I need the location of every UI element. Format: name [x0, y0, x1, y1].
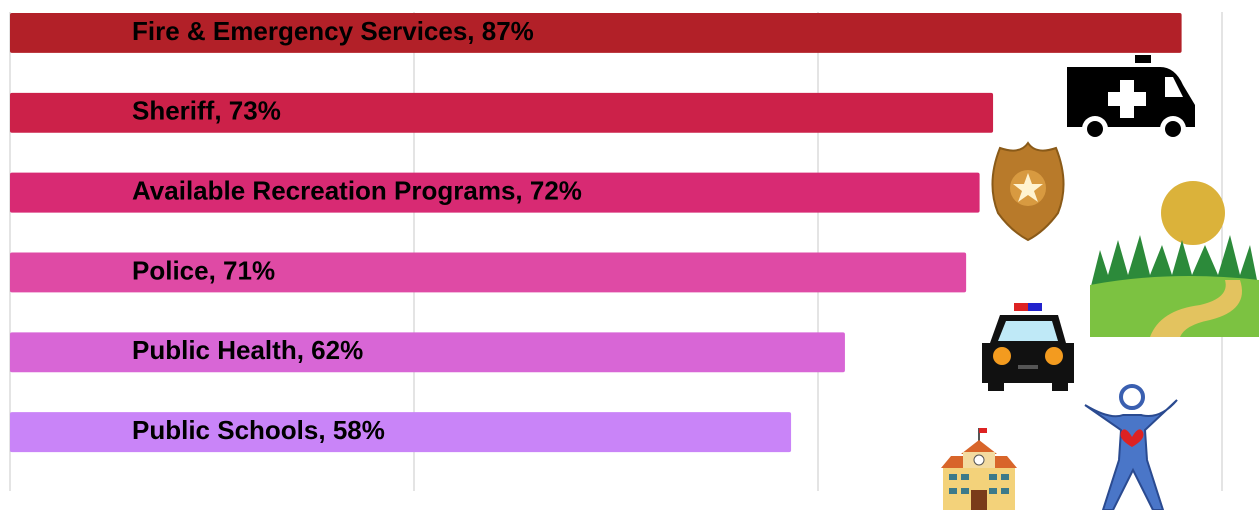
health-icon [1085, 386, 1177, 510]
bar-label: Sheriff, 73% [132, 96, 281, 126]
chart: Fire & Emergency Services, 87% Sheriff, 7… [0, 0, 1259, 510]
school-icon [941, 428, 1017, 510]
plot-area: Fire & Emergency Services, 87% Sheriff, 7… [10, 12, 1222, 491]
badge-icon [992, 143, 1063, 240]
ambulance-icon [1067, 55, 1195, 142]
bar-label: Fire & Emergency Services, 87% [132, 16, 534, 46]
bar [10, 412, 791, 452]
bar-label: Public Health, 62% [132, 335, 363, 365]
bar-label: Police, 71% [132, 255, 275, 285]
page: Fire & Emergency Services, 87% Sheriff, 7… [0, 0, 1259, 510]
bar-label: Available Recreation Programs, 72% [132, 176, 582, 206]
bar-label: Public Schools, 58% [132, 415, 385, 445]
park-icon [1090, 181, 1259, 337]
police-car-icon [982, 303, 1074, 391]
